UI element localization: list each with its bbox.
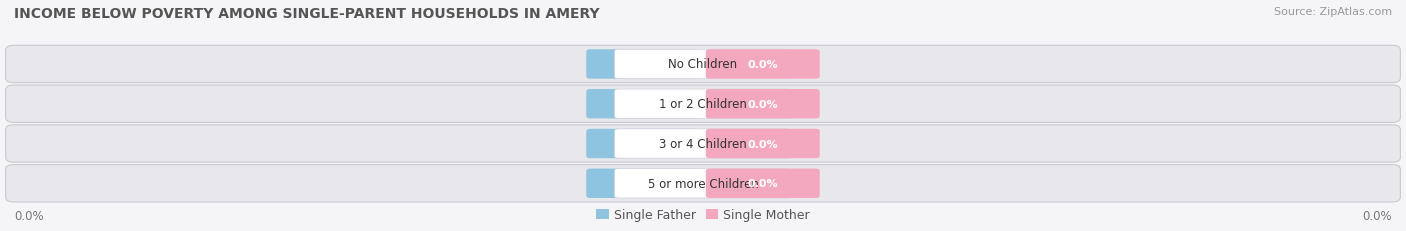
Text: INCOME BELOW POVERTY AMONG SINGLE-PARENT HOUSEHOLDS IN AMERY: INCOME BELOW POVERTY AMONG SINGLE-PARENT… [14, 7, 600, 21]
FancyBboxPatch shape [586, 50, 700, 79]
FancyBboxPatch shape [706, 129, 820, 158]
FancyBboxPatch shape [706, 90, 820, 119]
FancyBboxPatch shape [586, 90, 700, 119]
Text: Source: ZipAtlas.com: Source: ZipAtlas.com [1274, 7, 1392, 17]
FancyBboxPatch shape [6, 46, 1400, 83]
FancyBboxPatch shape [614, 129, 792, 158]
Text: 0.0%: 0.0% [748, 99, 778, 109]
Legend: Single Father, Single Mother: Single Father, Single Mother [592, 204, 814, 225]
FancyBboxPatch shape [614, 50, 792, 79]
Text: 5 or more Children: 5 or more Children [648, 177, 758, 190]
Text: No Children: No Children [668, 58, 738, 71]
FancyBboxPatch shape [706, 169, 820, 198]
FancyBboxPatch shape [586, 169, 700, 198]
Text: 3 or 4 Children: 3 or 4 Children [659, 137, 747, 150]
FancyBboxPatch shape [6, 165, 1400, 202]
FancyBboxPatch shape [614, 90, 792, 119]
Text: 0.0%: 0.0% [628, 139, 658, 149]
FancyBboxPatch shape [614, 169, 792, 198]
FancyBboxPatch shape [6, 125, 1400, 162]
FancyBboxPatch shape [586, 129, 700, 158]
Text: 0.0%: 0.0% [748, 179, 778, 188]
Text: 0.0%: 0.0% [628, 99, 658, 109]
Text: 0.0%: 0.0% [1362, 209, 1392, 222]
Text: 0.0%: 0.0% [748, 139, 778, 149]
FancyBboxPatch shape [6, 86, 1400, 123]
Text: 0.0%: 0.0% [14, 209, 44, 222]
Text: 0.0%: 0.0% [628, 60, 658, 70]
FancyBboxPatch shape [706, 50, 820, 79]
Text: 1 or 2 Children: 1 or 2 Children [659, 98, 747, 111]
Text: 0.0%: 0.0% [628, 179, 658, 188]
Text: 0.0%: 0.0% [748, 60, 778, 70]
